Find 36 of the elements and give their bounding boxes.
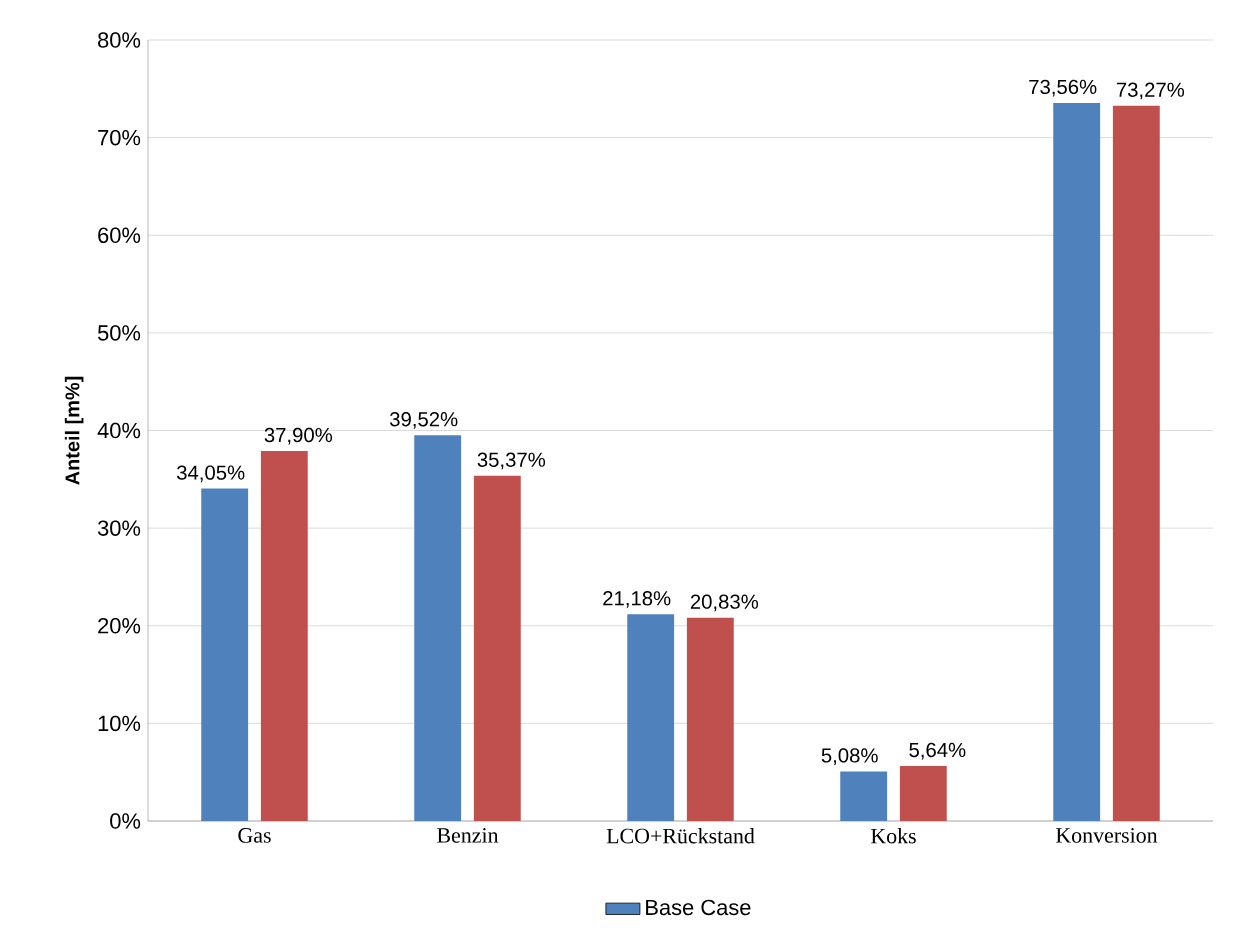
bar (686, 617, 734, 821)
bar (473, 475, 521, 821)
y-tick-label: 50% (97, 325, 141, 341)
bar (627, 614, 675, 821)
bar (414, 435, 462, 821)
y-tick-label: 70% (98, 129, 141, 146)
data-label: 37,90% (264, 427, 333, 445)
bar (1112, 105, 1160, 821)
x-tick-label: LCO+Rückstand (606, 828, 755, 844)
bar (840, 771, 888, 821)
y-tick-label: 40% (97, 422, 141, 439)
x-tick-label: Gas (238, 828, 271, 843)
y-tick-label: 20% (98, 618, 141, 634)
x-tick-label: Benzin (437, 828, 499, 843)
data-label: 35,37% (477, 452, 546, 470)
y-tick-label: 80% (98, 32, 141, 48)
bar (260, 451, 308, 821)
data-label: 5,08% (821, 748, 878, 766)
y-tick-label: 60% (98, 227, 141, 244)
legend-label: Base Case (646, 899, 751, 916)
bar (201, 488, 249, 821)
bar (1053, 102, 1101, 821)
y-tick-label: 0% (110, 813, 141, 829)
data-label: 5,64% (909, 742, 966, 760)
y-axis-title: Anteil [m%] (64, 376, 84, 485)
bar (899, 765, 947, 821)
x-tick-label: Koks (870, 828, 916, 844)
data-label: 21,18% (603, 591, 671, 608)
data-label: 34,05% (177, 465, 245, 483)
y-tick-label: 10% (98, 715, 141, 732)
data-label: 73,27% (1116, 82, 1185, 100)
x-tick-label: Konversion (1055, 828, 1158, 843)
data-label: 73,56% (1029, 79, 1097, 97)
data-label: 20,83% (690, 594, 759, 612)
y-tick-label: 30% (97, 520, 141, 536)
data-label: 39,52% (390, 412, 458, 429)
